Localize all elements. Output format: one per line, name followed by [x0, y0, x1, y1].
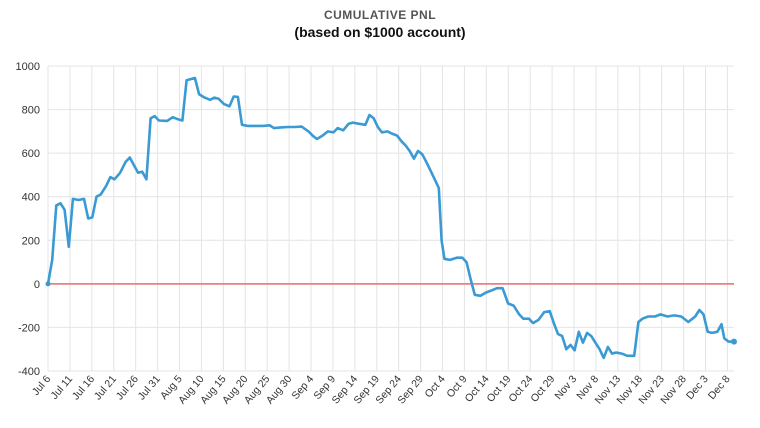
x-tick-label: Oct 4 [422, 373, 447, 400]
y-tick-label: 600 [22, 148, 40, 160]
series-start-point [45, 281, 51, 287]
y-tick-label: -400 [18, 366, 40, 378]
x-tick-label: Jul 11 [49, 373, 76, 402]
y-tick-label: 1000 [16, 61, 40, 73]
x-tick-label: Dec 3 [684, 373, 711, 402]
y-tick-label: 200 [22, 235, 40, 247]
y-tick-label: 400 [22, 192, 40, 204]
x-tick-label: Jul 16 [70, 373, 97, 402]
chart-title: CUMULATIVE PNL [323, 8, 437, 22]
x-tick-label: Jul 31 [136, 373, 163, 402]
x-tick-label: Dec 8 [706, 373, 733, 402]
x-tick-label: Jul 21 [92, 373, 119, 402]
series-end-point [731, 338, 737, 345]
y-tick-label: 800 [22, 105, 40, 117]
y-tick-label: 0 [34, 279, 40, 291]
chart-subtitle: (based on $1000 account) [294, 24, 466, 40]
x-tick-label: Sep 4 [289, 373, 316, 402]
y-tick-label: -200 [18, 322, 40, 334]
pnl-series-line [46, 76, 736, 360]
x-tick-label: Jul 26 [114, 373, 141, 402]
x-tick-label: Oct 29 [528, 373, 557, 405]
x-tick-label: Nov 3 [552, 373, 579, 402]
